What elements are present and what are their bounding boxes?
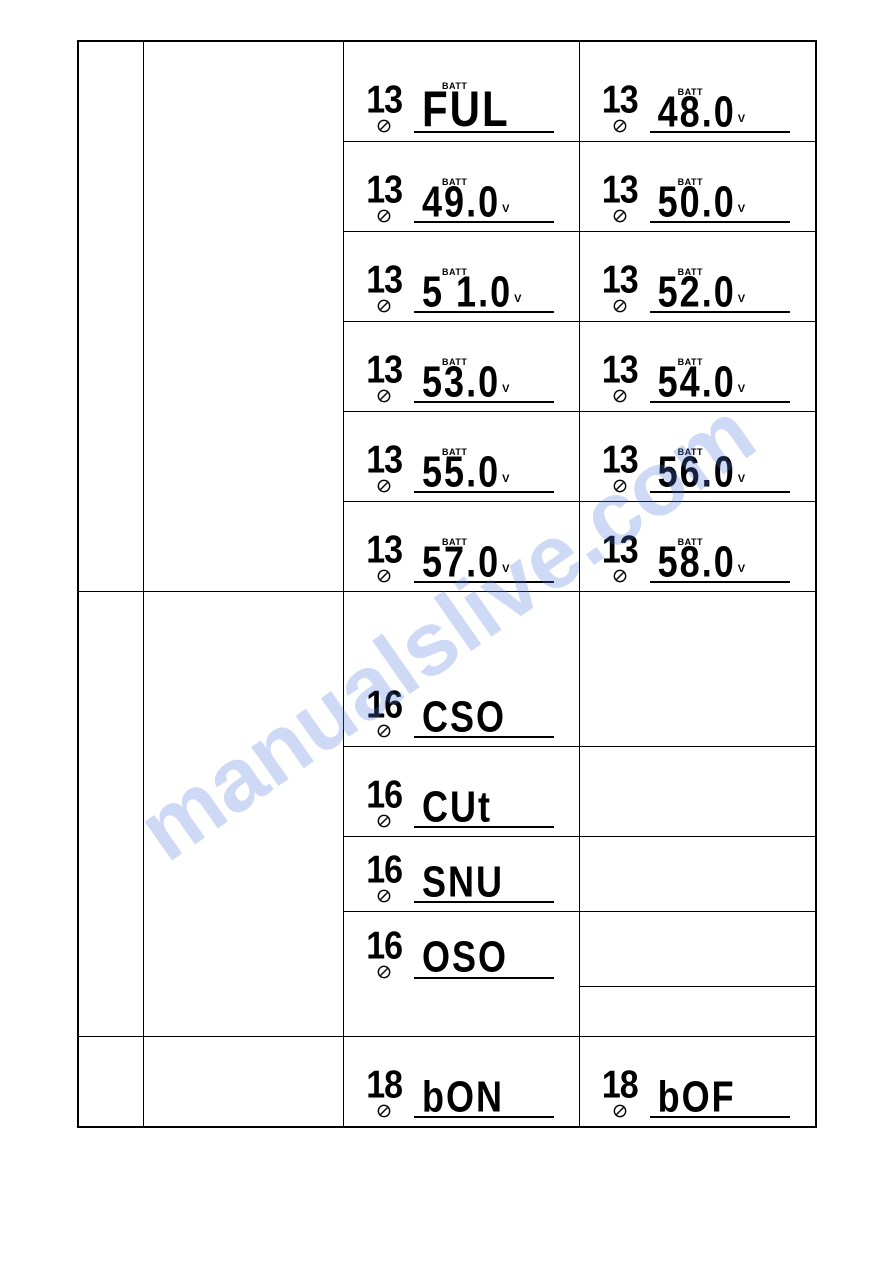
display-cell: 13 BATT54.0V bbox=[579, 322, 815, 412]
volt-unit: V bbox=[738, 383, 745, 395]
display-cell: 13 BATT57.0V bbox=[344, 502, 580, 592]
lcd-index: 13 bbox=[602, 530, 638, 569]
lcd-index: 13 bbox=[366, 350, 402, 389]
section1-col2 bbox=[143, 42, 344, 592]
lcd-index: 13 bbox=[366, 440, 402, 479]
display-cell: 16 CUt bbox=[344, 747, 580, 837]
display-cell: 13 BATT55.0V bbox=[344, 412, 580, 502]
volt-unit: V bbox=[502, 383, 509, 395]
display-cell: 13 BATT52.0V bbox=[579, 232, 815, 322]
lcd-value: 52.0 bbox=[658, 271, 736, 312]
lcd-value: bOF bbox=[658, 1076, 736, 1117]
section3-col2 bbox=[143, 1037, 344, 1127]
lcd-value: 56.0 bbox=[658, 451, 736, 492]
lcd-value: CUt bbox=[422, 786, 492, 827]
display-cell: 16 OSO bbox=[344, 912, 580, 987]
lcd-index: 13 bbox=[366, 260, 402, 299]
display-cell: 18 bOF bbox=[579, 1037, 815, 1127]
empty-cell bbox=[579, 837, 815, 912]
lcd-value: OSO bbox=[422, 937, 508, 978]
lcd-value: CSO bbox=[422, 696, 506, 737]
lcd-value: 54.0 bbox=[658, 361, 736, 402]
volt-unit: V bbox=[514, 293, 521, 305]
display-cell: 13 BATT50.0V bbox=[579, 142, 815, 232]
lcd-index: 13 bbox=[366, 530, 402, 569]
lcd-value: 53.0 bbox=[422, 361, 500, 402]
volt-unit: V bbox=[738, 473, 745, 485]
lcd-index: 13 bbox=[602, 260, 638, 299]
lcd-index: 13 bbox=[366, 80, 402, 119]
display-cell: 13 BATT53.0V bbox=[344, 322, 580, 412]
lcd-index: 13 bbox=[602, 80, 638, 119]
lcd-index: 13 bbox=[602, 350, 638, 389]
volt-unit: V bbox=[738, 203, 745, 215]
volt-unit: V bbox=[502, 203, 509, 215]
lcd-value: bON bbox=[422, 1076, 504, 1117]
empty-cell bbox=[579, 912, 815, 987]
document-table: 13 BATTFUL 13 BATT48.0V 13 BATT49.0V 13 … bbox=[77, 40, 817, 1128]
lcd-value: 5 1.0 bbox=[422, 271, 512, 312]
lcd-value: FUL bbox=[422, 85, 510, 133]
lcd-index: 13 bbox=[602, 170, 638, 209]
lcd-index: 16 bbox=[366, 926, 402, 965]
section2-col2 bbox=[143, 592, 344, 1037]
volt-unit: V bbox=[738, 293, 745, 305]
lcd-index: 16 bbox=[366, 685, 402, 724]
volt-unit: V bbox=[502, 473, 509, 485]
display-cell: 13 BATT5 1.0V bbox=[344, 232, 580, 322]
lcd-index: 16 bbox=[366, 850, 402, 889]
display-cell: 18 bON bbox=[344, 1037, 580, 1127]
volt-unit: V bbox=[502, 563, 509, 575]
lcd-value: 58.0 bbox=[658, 541, 736, 582]
lcd-value: SNU bbox=[422, 861, 504, 902]
spacer-cell bbox=[579, 592, 815, 657]
empty-cell bbox=[579, 747, 815, 837]
display-cell: 13 BATT49.0V bbox=[344, 142, 580, 232]
display-cell: 16 CSO bbox=[344, 657, 580, 747]
volt-unit: V bbox=[738, 113, 745, 125]
lcd-value: 49.0 bbox=[422, 181, 500, 222]
empty-cell bbox=[579, 657, 815, 747]
section3-col1 bbox=[78, 1037, 143, 1127]
lcd-index: 18 bbox=[602, 1065, 638, 1104]
spacer-cell bbox=[579, 987, 815, 1037]
section2-col1 bbox=[78, 592, 143, 1037]
lcd-index: 18 bbox=[366, 1065, 402, 1104]
lcd-index: 13 bbox=[366, 170, 402, 209]
lcd-value: 48.0 bbox=[658, 91, 736, 132]
lcd-index: 13 bbox=[602, 440, 638, 479]
spacer-cell bbox=[344, 987, 580, 1037]
section1-col1 bbox=[78, 42, 143, 592]
spacer-cell bbox=[344, 592, 580, 657]
display-cell: 13 BATT56.0V bbox=[579, 412, 815, 502]
display-cell: 16 SNU bbox=[344, 837, 580, 912]
lcd-value: 50.0 bbox=[658, 181, 736, 222]
lcd-value: 55.0 bbox=[422, 451, 500, 492]
display-cell: 13 BATT48.0V bbox=[579, 42, 815, 142]
display-cell: 13 BATTFUL bbox=[344, 42, 580, 142]
display-cell: 13 BATT58.0V bbox=[579, 502, 815, 592]
lcd-value: 57.0 bbox=[422, 541, 500, 582]
volt-unit: V bbox=[738, 563, 745, 575]
lcd-index: 16 bbox=[366, 775, 402, 814]
